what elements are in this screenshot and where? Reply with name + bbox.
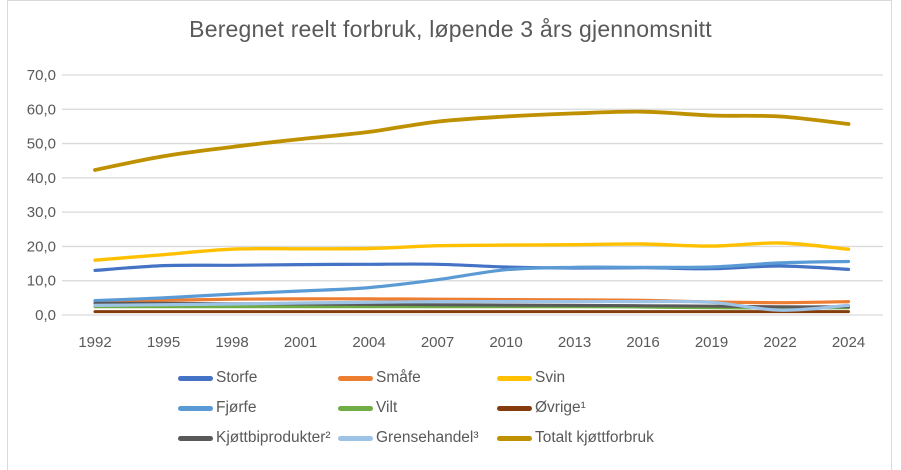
x-axis-tick-label: 2001	[284, 334, 317, 351]
legend-label: Småfe	[376, 369, 421, 387]
legend-swatch-icon	[497, 436, 532, 441]
series-line-totalt-kj-ttforbruk[interactable]	[95, 112, 849, 170]
x-axis-tick-label: 2016	[626, 334, 659, 351]
x-axis-tick-label: 2010	[489, 334, 522, 351]
legend-swatch-icon	[338, 376, 373, 381]
legend-item-totalt-kj-ttforbruk[interactable]: Totalt kjøttforbruk	[497, 429, 654, 447]
legend-swatch-icon	[178, 436, 213, 441]
x-axis-tick-label: 2022	[763, 334, 796, 351]
legend-swatch-icon	[178, 406, 213, 411]
legend-label: Svin	[535, 369, 565, 387]
x-axis-tick-label: 2004	[352, 334, 385, 351]
legend-item-sm-fe[interactable]: Småfe	[338, 369, 421, 387]
legend-label: Storfe	[216, 369, 257, 387]
legend-label: Totalt kjøttforbruk	[535, 429, 654, 447]
legend-swatch-icon	[338, 406, 373, 411]
x-axis-tick-label: 1998	[215, 334, 248, 351]
legend-item-fj-rfe[interactable]: Fjørfe	[178, 399, 256, 417]
legend-item--vrige-[interactable]: Øvrige¹	[497, 399, 586, 417]
legend-item-kj-ttbiprodukter-[interactable]: Kjøttbiprodukter²	[178, 429, 331, 447]
legend-swatch-icon	[178, 376, 213, 381]
y-axis-tick-label: 10,0	[27, 273, 56, 290]
x-axis-tick-label: 2013	[558, 334, 591, 351]
y-axis-tick-label: 50,0	[27, 136, 56, 153]
x-axis-tick-label: 2007	[421, 334, 454, 351]
y-axis-tick-label: 60,0	[27, 101, 56, 118]
legend-label: Grensehandel³	[376, 429, 479, 447]
legend-label: Øvrige¹	[535, 399, 586, 417]
x-axis-tick-label: 1995	[147, 334, 180, 351]
y-axis-tick-label: 70,0	[27, 67, 56, 84]
y-axis-tick-label: 30,0	[27, 204, 56, 221]
legend-swatch-icon	[497, 376, 532, 381]
x-axis-tick-label: 2019	[695, 334, 728, 351]
y-axis-tick-label: 20,0	[27, 238, 56, 255]
legend-label: Fjørfe	[216, 399, 256, 417]
legend-item-vilt[interactable]: Vilt	[338, 399, 397, 417]
legend-item-storfe[interactable]: Storfe	[178, 369, 257, 387]
legend-item-svin[interactable]: Svin	[497, 369, 565, 387]
y-axis-tick-label: 0,0	[35, 307, 56, 324]
legend-label: Vilt	[376, 399, 397, 417]
series-line-svin[interactable]	[95, 243, 849, 260]
legend-swatch-icon	[497, 406, 532, 411]
legend-item-grensehandel-[interactable]: Grensehandel³	[338, 429, 479, 447]
legend-swatch-icon	[338, 436, 373, 441]
legend-label: Kjøttbiprodukter²	[216, 429, 331, 447]
x-axis-tick-label: 2024	[832, 334, 865, 351]
y-axis-tick-label: 40,0	[27, 170, 56, 187]
x-axis-tick-label: 1992	[78, 334, 111, 351]
